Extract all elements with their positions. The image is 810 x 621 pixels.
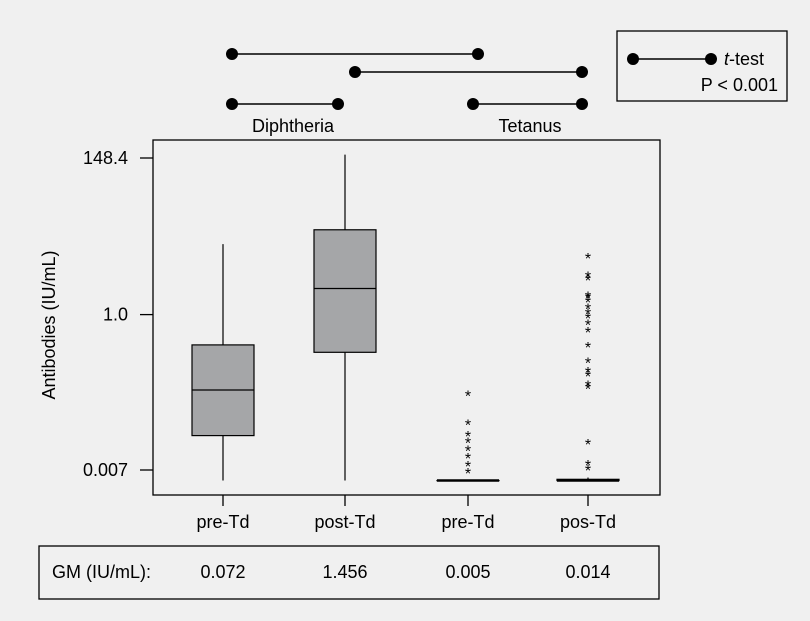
comparison-brackets (226, 48, 588, 110)
box-3-outlier-2: * (585, 437, 591, 454)
comparison-1 (349, 66, 588, 78)
comparison-0 (226, 48, 484, 60)
y-tick-label-0: 148.4 (83, 148, 128, 168)
box-3-outlier-18: * (585, 269, 591, 286)
legend: t-test P < 0.001 (617, 31, 787, 101)
comparison-3-dot-end (576, 98, 588, 110)
comparison-1-dot-start (349, 66, 361, 78)
gm-values: 0.072 1.456 0.005 0.014 (200, 562, 610, 582)
gm-value-2: 0.005 (445, 562, 490, 582)
box-3-outlier-8: * (585, 340, 591, 357)
comparison-1-dot-end (576, 66, 588, 78)
group-label-diphtheria: Diphtheria (252, 116, 335, 136)
box-2: ******** (437, 389, 499, 483)
gm-value-0: 0.072 (200, 562, 245, 582)
y-tick-label-1: 1.0 (103, 305, 128, 325)
gm-label: GM (IU/mL): (52, 562, 151, 582)
y-axis: 148.4 1.0 0.007 (83, 148, 153, 480)
box-2-outlier-6: * (465, 417, 471, 434)
box-3-outlier-19: * (585, 251, 591, 268)
group-label-tetanus: Tetanus (498, 116, 561, 136)
box-3: ******************** (557, 251, 619, 481)
boxes: **************************** (192, 155, 619, 483)
box-2-outlier-7: * (465, 389, 471, 406)
x-axis: pre-Td post-Td pre-Td pos-Td (196, 495, 616, 532)
y-tick-label-2: 0.007 (83, 460, 128, 480)
legend-dot-left (627, 53, 639, 65)
box-1-body (314, 230, 376, 353)
gm-value-3: 0.014 (565, 562, 610, 582)
x-tick-label-2: pre-Td (441, 512, 494, 532)
comparison-2-dot-end (332, 98, 344, 110)
x-tick-label-3: pos-Td (560, 512, 616, 532)
comparison-0-dot-end (472, 48, 484, 60)
gm-value-1: 1.456 (322, 562, 367, 582)
legend-dot-right (705, 53, 717, 65)
comparison-2-dot-start (226, 98, 238, 110)
comparison-3-dot-start (467, 98, 479, 110)
box-3-outlier-1: * (585, 458, 591, 475)
comparison-0-dot-start (226, 48, 238, 60)
legend-p-value: P < 0.001 (701, 75, 778, 95)
x-tick-label-1: post-Td (314, 512, 375, 532)
box-1 (314, 155, 376, 481)
box-0 (192, 244, 254, 480)
comparison-2 (226, 98, 344, 110)
comparison-3 (467, 98, 588, 110)
y-axis-label: Antibodies (IU/mL) (39, 250, 59, 399)
box-3-outlier-16: * (585, 289, 591, 306)
x-tick-label-0: pre-Td (196, 512, 249, 532)
box-3-outlier-7: * (585, 356, 591, 373)
legend-label: t-test (724, 49, 764, 69)
